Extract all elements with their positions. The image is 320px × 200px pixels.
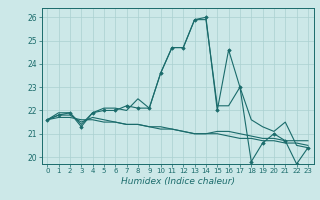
- X-axis label: Humidex (Indice chaleur): Humidex (Indice chaleur): [121, 177, 235, 186]
